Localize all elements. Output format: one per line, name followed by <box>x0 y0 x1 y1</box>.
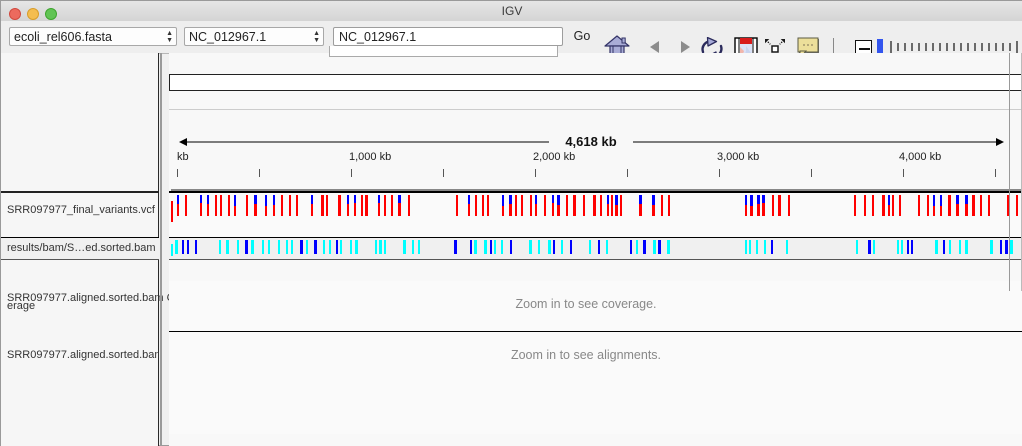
svg-text:4,618 kb: 4,618 kb <box>565 135 616 149</box>
